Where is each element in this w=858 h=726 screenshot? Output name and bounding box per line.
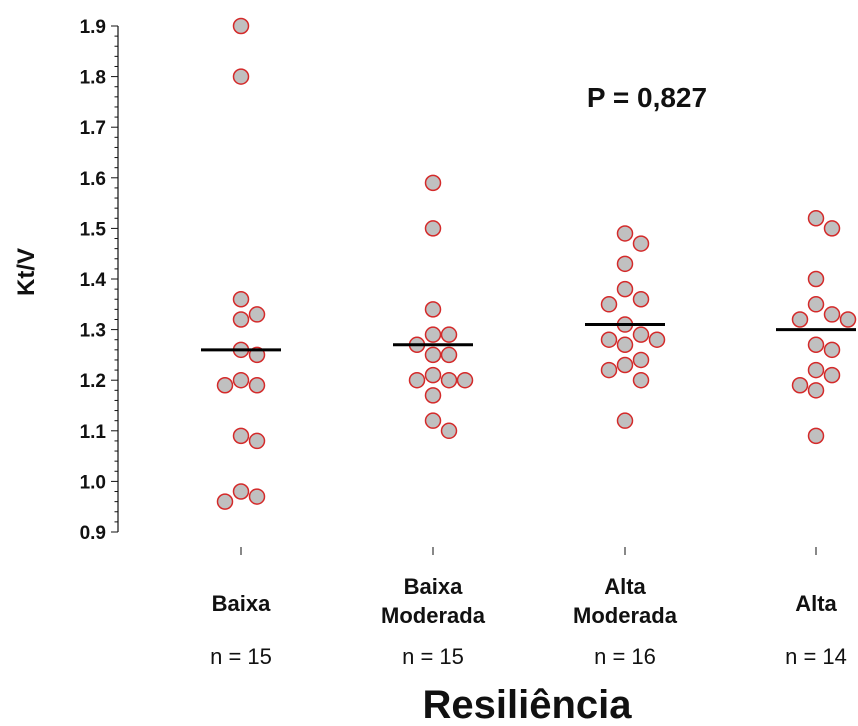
data-point bbox=[632, 351, 650, 369]
data-point bbox=[232, 483, 250, 500]
data-point bbox=[791, 311, 809, 328]
data-point bbox=[616, 412, 634, 429]
data-point bbox=[632, 290, 650, 308]
data-point bbox=[424, 326, 442, 343]
data-point bbox=[456, 371, 474, 389]
n-label: n = 16 bbox=[594, 644, 656, 669]
x-axis-title: Resiliência bbox=[422, 683, 632, 726]
y-tick-label: 1.2 bbox=[80, 371, 106, 392]
data-point bbox=[807, 361, 825, 379]
x-ticks bbox=[240, 547, 817, 555]
data-point bbox=[424, 220, 442, 237]
data-point bbox=[232, 68, 250, 85]
category-label: Baixa bbox=[404, 574, 463, 599]
data-point bbox=[216, 493, 234, 510]
data-point bbox=[807, 336, 825, 354]
data-point bbox=[424, 174, 442, 192]
category-label: Alta bbox=[604, 574, 646, 599]
p-value-annotation: P = 0,827 bbox=[587, 82, 707, 113]
y-tick-label: 1.4 bbox=[80, 270, 107, 291]
data-point bbox=[807, 427, 825, 445]
data-point bbox=[807, 382, 825, 399]
data-point bbox=[632, 235, 650, 252]
y-tick-labels: 0.9 1.0 1.1 1.2 1.3 1.4 1.5 1.6 1.7 1.8 1.9 bbox=[80, 17, 107, 544]
data-point bbox=[807, 296, 825, 313]
n-label: n = 15 bbox=[402, 644, 464, 669]
data-point bbox=[232, 371, 250, 389]
data-point bbox=[632, 326, 650, 343]
data-point bbox=[440, 346, 458, 364]
y-axis bbox=[111, 25, 119, 533]
data-point bbox=[632, 371, 650, 389]
category-label: Baixa bbox=[212, 591, 271, 616]
data-point bbox=[616, 280, 634, 298]
data-point bbox=[807, 210, 825, 227]
data-point bbox=[248, 306, 266, 323]
category-labels: Baixa n = 15 Baixa Moderada n = 15 Alta Modera… bbox=[210, 574, 847, 669]
data-point bbox=[424, 387, 442, 404]
category-label: Alta bbox=[795, 591, 837, 616]
y-tick-label: 1.0 bbox=[80, 472, 106, 493]
n-label: n = 15 bbox=[210, 644, 272, 669]
y-tick-label: 1.6 bbox=[80, 169, 106, 190]
data-points bbox=[216, 17, 857, 510]
y-tick-label: 1.7 bbox=[80, 118, 106, 139]
data-point bbox=[600, 361, 618, 379]
data-point bbox=[616, 255, 634, 273]
data-point bbox=[424, 346, 442, 364]
y-tick-label: 1.9 bbox=[80, 17, 106, 38]
data-point bbox=[248, 377, 266, 394]
data-point bbox=[248, 432, 266, 450]
category-label: Moderada bbox=[573, 603, 678, 628]
data-point bbox=[600, 296, 618, 313]
data-point bbox=[408, 371, 426, 389]
data-point bbox=[424, 366, 442, 384]
data-point bbox=[216, 377, 234, 394]
data-point bbox=[232, 290, 250, 308]
data-point bbox=[232, 427, 250, 445]
y-axis-title: Kt/V bbox=[13, 248, 40, 296]
data-point bbox=[648, 331, 666, 348]
data-point bbox=[440, 371, 458, 389]
data-point bbox=[616, 225, 634, 242]
data-point bbox=[616, 356, 634, 374]
data-point bbox=[248, 488, 266, 505]
y-tick-label: 0.9 bbox=[80, 523, 106, 544]
y-tick-label: 1.5 bbox=[80, 219, 107, 240]
data-point bbox=[232, 311, 250, 328]
data-point bbox=[616, 336, 634, 354]
data-point bbox=[600, 331, 618, 348]
data-point bbox=[807, 270, 825, 288]
data-point bbox=[823, 306, 841, 323]
data-point bbox=[424, 301, 442, 318]
y-tick-label: 1.1 bbox=[80, 422, 107, 443]
n-label: n = 14 bbox=[785, 644, 847, 669]
data-point bbox=[440, 422, 458, 440]
data-point bbox=[424, 412, 442, 429]
data-point bbox=[791, 377, 809, 394]
data-point bbox=[823, 220, 841, 237]
mean-lines bbox=[201, 323, 856, 352]
data-point bbox=[440, 326, 458, 343]
category-label: Moderada bbox=[381, 603, 486, 628]
y-tick-label: 1.3 bbox=[80, 321, 106, 342]
data-point bbox=[823, 366, 841, 384]
y-tick-label: 1.8 bbox=[80, 68, 106, 89]
data-point bbox=[823, 341, 841, 359]
data-point bbox=[232, 17, 250, 35]
data-point bbox=[839, 311, 857, 328]
